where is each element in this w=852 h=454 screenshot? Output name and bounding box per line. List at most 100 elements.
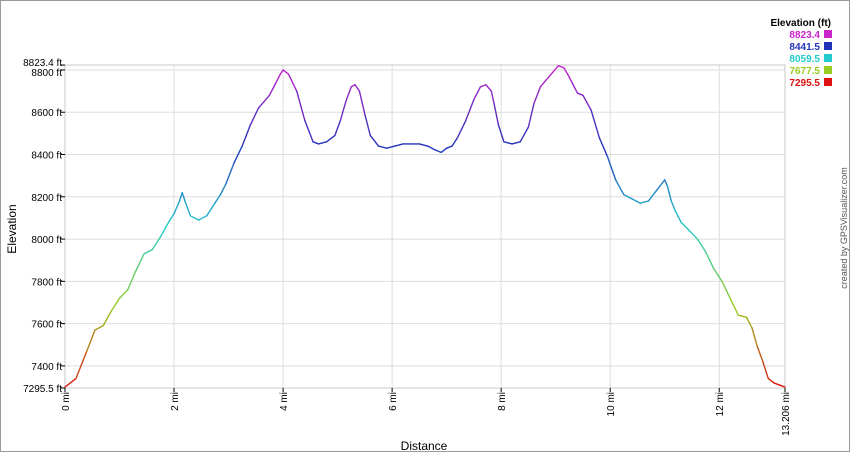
elevation-segment: [225, 162, 235, 185]
elevation-segment: [126, 270, 137, 291]
elevation-segment: [377, 145, 388, 149]
elevation-segment: [767, 377, 775, 384]
elevation-segment: [576, 92, 584, 97]
elevation-segment: [511, 141, 521, 145]
elevation-segment: [598, 136, 609, 158]
elevation-segment: [279, 69, 284, 75]
y-tick-label: 8600 ft: [31, 108, 62, 119]
elevation-segment: [94, 325, 104, 331]
elevation-segment: [233, 145, 243, 164]
legend-entry-label: 8441.5: [789, 42, 820, 53]
elevation-segment: [241, 124, 252, 147]
elevation-segment: [773, 382, 780, 386]
elevation-segment: [440, 147, 448, 154]
elevation-segment: [445, 145, 453, 149]
elevation-line: [64, 65, 786, 388]
elevation-segment: [86, 329, 96, 352]
elevation-segment: [426, 145, 437, 151]
plot-area-border: [64, 64, 786, 389]
elevation-segment: [721, 280, 731, 299]
elevation-segment: [546, 71, 554, 80]
x-tick-label: 0 mi: [61, 392, 72, 411]
y-axis-title: Elevation: [5, 204, 19, 253]
elevation-segment: [762, 360, 770, 380]
elevation-segment: [566, 73, 573, 84]
elevation-segment: [268, 84, 276, 97]
elevation-segment: [197, 215, 208, 221]
x-axis-ticks: 0 mi 2 mi 4 mi 6 mi 8 mi 10 mi 12 mi 13.206 mi: [61, 388, 792, 436]
elevation-segment: [539, 77, 549, 88]
elevation-segment: [680, 221, 690, 232]
elevation-segment: [704, 251, 715, 270]
legend-entry-label: 7295.5: [789, 78, 820, 89]
elevation-segment: [317, 141, 328, 145]
legend-swatch: [824, 66, 832, 74]
x-tick-label: 10 mi: [606, 392, 617, 416]
elevation-segment: [778, 384, 786, 388]
legend-entry-label: 7677.5: [789, 66, 820, 77]
elevation-segment: [664, 179, 669, 187]
y-tick-label: 7800 ft: [31, 277, 62, 288]
elevation-segment: [219, 183, 227, 196]
elevation-segment: [143, 248, 153, 255]
elevation-segment: [263, 94, 271, 103]
elevation-segment: [527, 103, 535, 128]
elevation-segment: [394, 143, 404, 147]
elevation-segment: [533, 86, 542, 105]
elevation-segment: [497, 124, 505, 143]
elevation-segment: [206, 202, 216, 217]
elevation-segment: [614, 179, 625, 196]
elevation-segment: [189, 215, 200, 221]
elevation-segment: [485, 84, 493, 92]
y-axis-ticks: 7295.5 ft 7400 ft 7600 ft 7800 ft 8000 ft 820…: [23, 58, 65, 395]
legend-title: Elevation (ft): [770, 18, 831, 29]
elevation-segment: [696, 238, 707, 253]
elevation-segment: [369, 134, 380, 147]
grid: [64, 64, 786, 389]
elevation-segment: [181, 191, 186, 202]
y-tick-label: 8800 ft: [31, 68, 62, 79]
elevation-segment: [64, 377, 77, 388]
legend-swatch: [824, 78, 832, 86]
elevation-segment: [184, 200, 192, 217]
elevation-segment: [519, 126, 530, 143]
legend-swatch: [824, 42, 832, 50]
legend-swatch: [824, 54, 832, 62]
elevation-segment: [282, 69, 290, 75]
elevation-segment: [385, 145, 396, 149]
elevation-segment: [249, 107, 260, 126]
elevation-segment: [465, 98, 475, 122]
legend: Elevation (ft) 8823.48441.58059.57677.57…: [770, 18, 832, 89]
legend-entry-label: 8823.4: [789, 30, 820, 41]
elevation-segment: [214, 193, 222, 204]
elevation-segment: [571, 81, 579, 94]
elevation-segment: [552, 65, 560, 73]
y-tick-label: 8000 ft: [31, 235, 62, 246]
elevation-segment: [688, 229, 699, 240]
elevation-segment: [563, 67, 569, 75]
elevation-segment: [159, 221, 170, 238]
x-tick-label: 8 mi: [497, 392, 508, 411]
elevation-segment: [304, 119, 314, 143]
elevation-segment: [456, 119, 467, 139]
y-tick-label: 8823.4 ft: [23, 58, 62, 69]
legend-entry-label: 8059.5: [789, 54, 820, 65]
elevation-segment: [354, 84, 361, 92]
elevation-segment: [312, 141, 320, 145]
elevation-segment: [729, 297, 740, 316]
elevation-segment: [350, 84, 356, 88]
elevation-segment: [325, 134, 336, 143]
elevation-segment: [582, 94, 592, 111]
elevation-segment: [178, 191, 183, 202]
elevation-segment: [173, 200, 181, 215]
x-tick-label: 12 mi: [715, 392, 726, 416]
elevation-segment: [490, 90, 495, 105]
elevation-segment: [670, 200, 677, 213]
elevation-segment: [274, 73, 282, 86]
elevation-segment: [358, 90, 366, 116]
elevation-segment: [75, 350, 88, 380]
elevation-segment: [631, 198, 641, 204]
x-tick-label: 2 mi: [170, 392, 181, 411]
